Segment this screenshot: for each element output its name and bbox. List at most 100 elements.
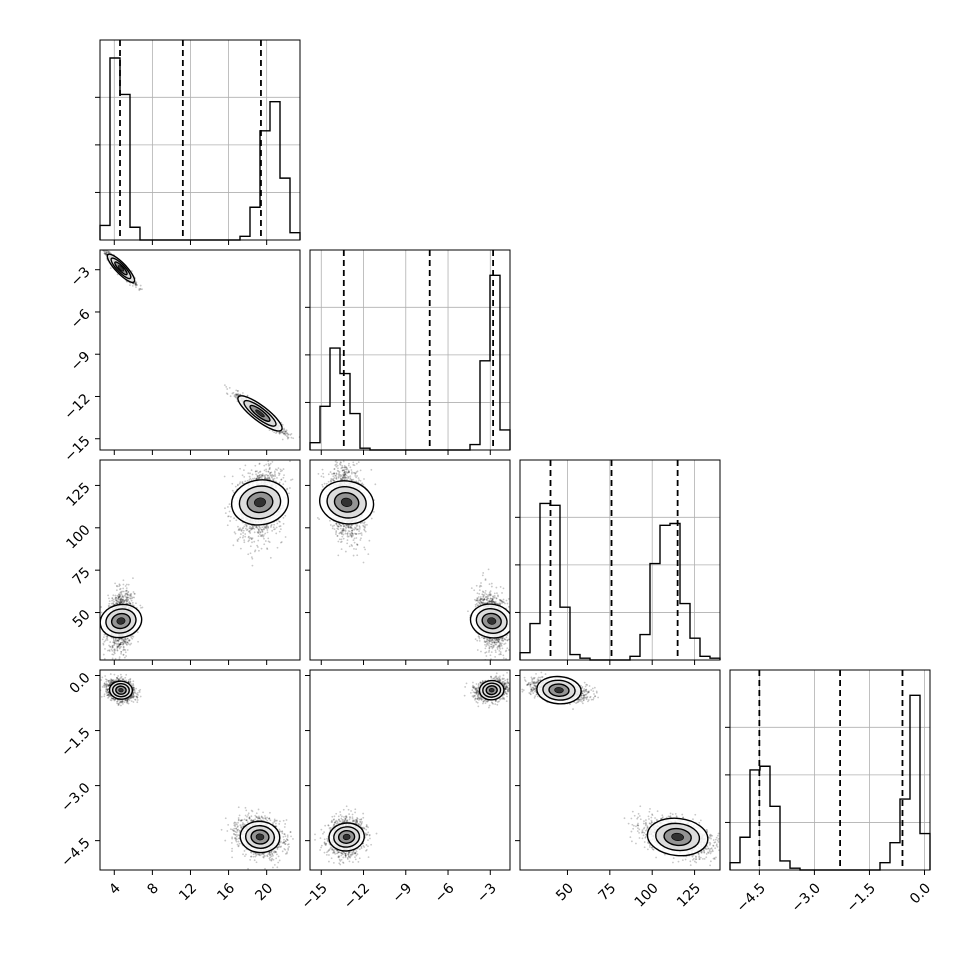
sample-point [226, 524, 229, 527]
sample-point [126, 594, 129, 597]
sample-point [244, 535, 247, 538]
sample-point [116, 273, 119, 276]
sample-point [236, 393, 238, 396]
sample-point [117, 640, 120, 642]
sample-point [282, 431, 284, 434]
sample-point [233, 531, 236, 534]
sample-point [96, 650, 98, 652]
sample-point [122, 596, 125, 598]
sample-point [261, 456, 263, 458]
sample-point [138, 288, 141, 291]
sample-point [108, 644, 110, 647]
sample-point [283, 432, 285, 435]
sample-point [243, 469, 245, 472]
sample-point [237, 389, 239, 392]
sample-point [105, 250, 108, 253]
sample-point [125, 583, 128, 586]
sample-point [120, 601, 123, 603]
sample-point [127, 590, 130, 593]
sample-point [108, 602, 111, 605]
sample-point [135, 282, 138, 285]
sample-point [117, 600, 119, 603]
sample-point [263, 543, 266, 546]
sample-point [124, 638, 127, 641]
sample-point [236, 393, 239, 396]
sample-point [130, 594, 132, 596]
panel-frame [729, 669, 931, 871]
sample-point [122, 579, 125, 582]
sample-point [284, 431, 286, 434]
sample-point [115, 600, 118, 603]
sample-point [119, 643, 122, 646]
sample-point [281, 438, 284, 441]
sample-point [124, 637, 126, 640]
sample-point [116, 643, 119, 646]
sample-point [119, 641, 122, 644]
sample-point [107, 252, 110, 254]
sample-point [104, 251, 106, 253]
sample-point [112, 653, 115, 656]
sample-point [117, 594, 120, 596]
sample-point [126, 649, 129, 651]
sample-point [290, 432, 293, 435]
sample-point [120, 592, 123, 594]
sample-point [133, 593, 136, 595]
sample-point [241, 474, 244, 477]
sample-point [126, 600, 129, 602]
sample-point [273, 431, 276, 434]
sample-point [278, 530, 281, 533]
sample-point [111, 653, 114, 656]
sample-point [283, 428, 286, 431]
sample-point [111, 646, 114, 649]
sample-point [223, 384, 226, 386]
sample-point [247, 472, 250, 475]
sample-point [125, 638, 128, 641]
sample-point [286, 432, 288, 435]
sample-point [258, 549, 260, 552]
sample-point [132, 591, 135, 593]
sample-point [128, 639, 131, 641]
sample-point [126, 596, 129, 599]
sample-point [125, 590, 127, 593]
sample-point [113, 648, 116, 651]
sample-point [103, 250, 106, 252]
sample-point [112, 638, 115, 641]
sample-point [278, 432, 281, 435]
sample-point [120, 601, 122, 603]
sample-point [119, 643, 121, 646]
sample-point [129, 284, 131, 287]
sample-point [236, 539, 239, 541]
sample-point [237, 393, 240, 396]
sample-point [266, 529, 269, 531]
sample-point [116, 649, 119, 652]
sample-point [275, 432, 277, 434]
sample-point [118, 588, 121, 591]
sample-point [128, 600, 131, 603]
sample-point [129, 643, 131, 646]
sample-point [224, 507, 226, 510]
sample-point [225, 392, 228, 395]
sample-point [138, 289, 141, 292]
sample-point [116, 594, 119, 597]
sample-point [129, 602, 132, 605]
sample-point [126, 280, 128, 283]
sample-point [121, 600, 124, 603]
sample-point [132, 635, 135, 638]
sample-point [134, 284, 137, 287]
sample-point [131, 285, 134, 287]
sample-point [117, 598, 120, 601]
sample-point [119, 587, 122, 590]
sample-point [228, 386, 231, 389]
sample-point [263, 469, 266, 472]
sample-point [102, 643, 105, 646]
sample-point [118, 596, 121, 599]
sample-point [117, 645, 120, 648]
sample-point [118, 663, 120, 665]
sample-point [115, 597, 117, 599]
sample-point [231, 475, 234, 478]
sample-point [141, 606, 144, 609]
sample-point [105, 635, 108, 638]
sample-point [226, 388, 229, 390]
sample-point [126, 596, 129, 599]
panel-content [96, 456, 294, 665]
